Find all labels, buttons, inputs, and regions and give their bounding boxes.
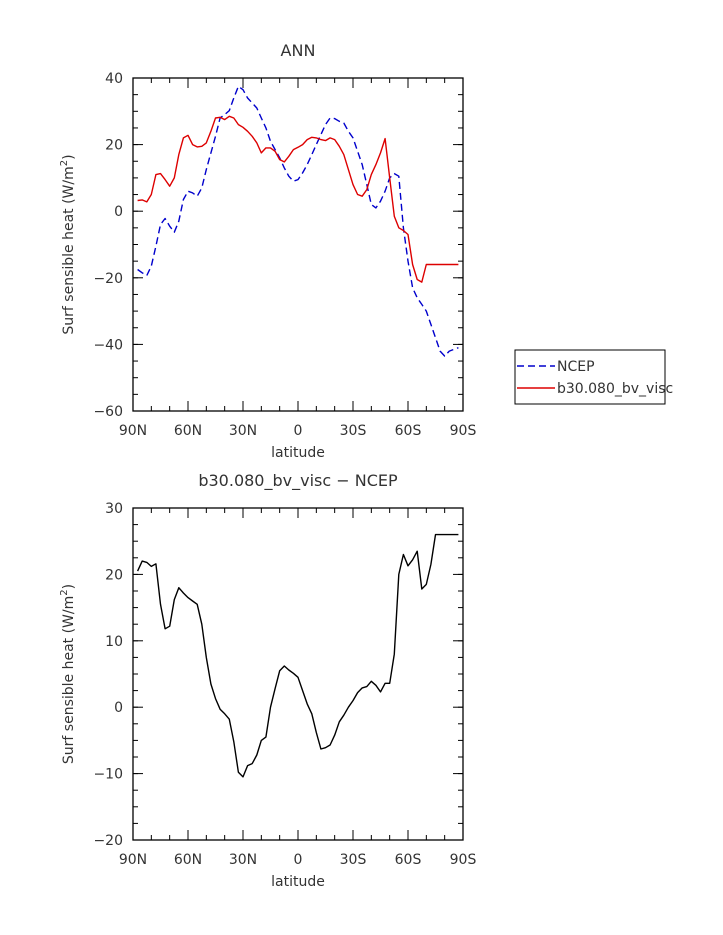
legend-label: b30.080_bv_visc — [557, 381, 673, 397]
legend-box — [514, 349, 666, 405]
y-tick-label: 10 — [105, 634, 123, 650]
y-tick-label: 20 — [105, 138, 123, 154]
y-tick-label: 20 — [105, 567, 123, 583]
y-tick-label: 0 — [114, 204, 123, 220]
x-tick-label: 30S — [340, 423, 367, 439]
chart-title: b30.080_bv_visc − NCEP — [198, 471, 398, 491]
x-tick-label: 60N — [174, 852, 202, 868]
legend: NCEP b30.080_bv_visc — [514, 349, 673, 405]
series-line-ncep — [137, 85, 459, 357]
y-tick-label: −10 — [93, 767, 123, 783]
y-tick-label: 30 — [105, 501, 123, 517]
y-tick-label: 0 — [114, 700, 123, 716]
x-tick-label: 90N — [119, 852, 147, 868]
y-axis-label: Surf sensible heat (W/m2) — [59, 154, 77, 334]
x-tick-label: 60S — [395, 423, 422, 439]
chart-title: ANN — [281, 41, 316, 60]
x-tick-label: 30S — [340, 852, 367, 868]
x-tick-label: 90S — [450, 423, 477, 439]
x-tick-label: 0 — [294, 852, 303, 868]
x-tick-label: 90S — [450, 852, 477, 868]
x-tick-label: 90N — [119, 423, 147, 439]
legend-label: NCEP — [557, 359, 595, 375]
x-axis-label: latitude — [271, 874, 325, 890]
y-axis-label-sup: 2 — [59, 589, 70, 595]
x-tick-label: 60N — [174, 423, 202, 439]
y-axis-label: Surf sensible heat (W/m2) — [59, 584, 77, 764]
y-axis-label-main: Surf sensible heat (W/m — [61, 166, 77, 334]
x-tick-label: 30N — [229, 852, 257, 868]
x-tick-label: 0 — [294, 423, 303, 439]
x-axis-label: latitude — [271, 445, 325, 461]
y-tick-label: −60 — [93, 404, 123, 420]
chart-panel-1: 90N 60N 30N 0 30S 60S 90S −60 −40 −20 0 20 40 ANN lati… — [59, 41, 673, 461]
y-tick-label: 40 — [105, 71, 123, 87]
y-axis-label-sup: 2 — [59, 160, 70, 166]
y-tick-label: −20 — [93, 271, 123, 287]
y-tick-label: −20 — [93, 833, 123, 849]
plot-frame — [132, 77, 464, 412]
x-tick-label: 60S — [395, 852, 422, 868]
y-axis-label-tail: ) — [61, 154, 77, 159]
y-axis-label-tail: ) — [61, 584, 77, 589]
y-axis-label-main: Surf sensible heat (W/m — [61, 596, 77, 764]
series-line-b30-080-bv-visc — [137, 115, 459, 283]
y-tick-label: −40 — [93, 337, 123, 353]
series-line-difference — [136, 533, 459, 778]
x-tick-label: 30N — [229, 423, 257, 439]
chart-panel-2: 90N 60N 30N 0 30S 60S 90S −20 −10 0 10 20 30 b30.080_… — [59, 471, 476, 890]
